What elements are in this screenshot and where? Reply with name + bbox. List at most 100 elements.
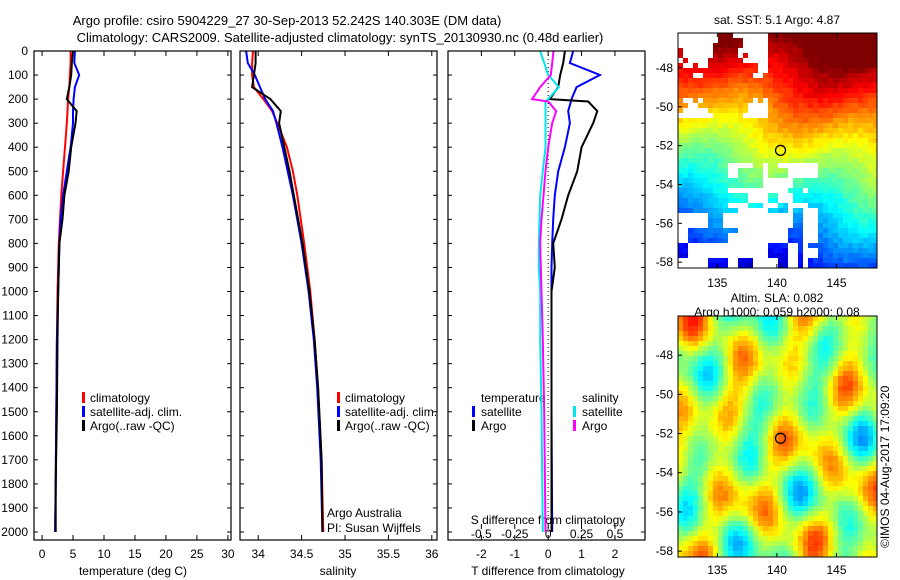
map-cell (818, 238, 823, 243)
map-cell (758, 48, 763, 53)
map-cell (828, 501, 833, 506)
map-cell (838, 336, 843, 341)
map-cell (748, 113, 753, 118)
map-cell (738, 521, 743, 526)
map-cell (753, 68, 758, 73)
map-cell (823, 128, 828, 133)
map-cell (793, 381, 798, 386)
map-cell (778, 501, 783, 506)
map-cell (848, 183, 853, 188)
map-cell (683, 88, 688, 93)
map-cell (798, 486, 803, 491)
map-cell (788, 43, 793, 48)
map-cell (783, 218, 788, 223)
map-cell (843, 381, 848, 386)
map-cell (823, 133, 828, 138)
map-cell (728, 451, 733, 456)
map-cell (708, 351, 713, 356)
map-cell (773, 386, 778, 391)
map-cell (868, 456, 873, 461)
map-cell (798, 461, 803, 466)
map-cell (698, 531, 703, 536)
map-cell (748, 531, 753, 536)
map-cell (873, 316, 877, 321)
map-cell (738, 466, 743, 471)
map-cell (848, 436, 853, 441)
map-cell (698, 476, 703, 481)
map-cell (703, 88, 708, 93)
map-cell (788, 336, 793, 341)
map-cell (778, 138, 783, 143)
map-cell (733, 396, 738, 401)
map-cell (873, 541, 877, 546)
map-cell (838, 38, 843, 43)
map-cell (813, 496, 818, 501)
map-cell (818, 491, 823, 496)
map-cell (803, 123, 808, 128)
map-cell (723, 108, 728, 113)
map-cell (823, 411, 828, 416)
map-cell (823, 38, 828, 43)
map-cell (773, 526, 778, 531)
map-cell (758, 263, 763, 268)
map-cell (828, 391, 833, 396)
map-cell (868, 48, 873, 53)
map-cell (843, 163, 848, 168)
map-cell (823, 248, 828, 253)
map-cell (833, 233, 838, 238)
map-cell (728, 326, 733, 331)
map-cell (713, 168, 718, 173)
y-tick-label: 1500 (1, 405, 28, 419)
map-cell (693, 58, 698, 63)
map-cell (798, 178, 803, 183)
map-cell (743, 173, 748, 178)
map-cell (738, 376, 743, 381)
map-cell (693, 203, 698, 208)
map-cell (708, 326, 713, 331)
map-cell (868, 103, 873, 108)
map-cell (728, 381, 733, 386)
map-cell (688, 88, 693, 93)
map-cell (758, 78, 763, 83)
map-cell (748, 168, 753, 173)
map-cell (818, 546, 823, 551)
map-cell (683, 316, 688, 321)
map-cell (813, 178, 818, 183)
map-cell (728, 73, 733, 78)
map-cell (813, 33, 818, 38)
map-cell (853, 471, 858, 476)
map-cell (688, 203, 693, 208)
y-tick-label: 1700 (1, 453, 28, 467)
map-cell (688, 103, 693, 108)
map-cell (733, 341, 738, 346)
map-cell (863, 103, 868, 108)
map-cell (748, 371, 753, 376)
map-cell (733, 406, 738, 411)
map-cell (753, 321, 758, 326)
map-cell (838, 501, 843, 506)
map-cell (743, 98, 748, 103)
map-cell (723, 541, 728, 546)
map-cell (778, 341, 783, 346)
map-cell (678, 391, 683, 396)
map-cell (818, 456, 823, 461)
map-cell (808, 148, 813, 153)
map-cell (798, 53, 803, 58)
title-line-1: Argo profile: csiro 5904229_27 30-Sep-20… (73, 13, 502, 28)
map-cell (683, 521, 688, 526)
map-cell (708, 148, 713, 153)
map-cell (848, 481, 853, 486)
map-cell (753, 218, 758, 223)
map-cell (873, 391, 877, 396)
y-tick-label: 1400 (1, 381, 28, 395)
map-cell (753, 188, 758, 193)
map-cell (868, 68, 873, 73)
x-tick-label: 35.5 (377, 547, 401, 561)
map-cell (743, 88, 748, 93)
map-cell (688, 321, 693, 326)
map-cell (743, 203, 748, 208)
salinity-legend: climatology satellite-adj. clim. Argo(..… (337, 391, 437, 433)
map-cell (703, 133, 708, 138)
map-cell (693, 431, 698, 436)
map-cell (838, 451, 843, 456)
